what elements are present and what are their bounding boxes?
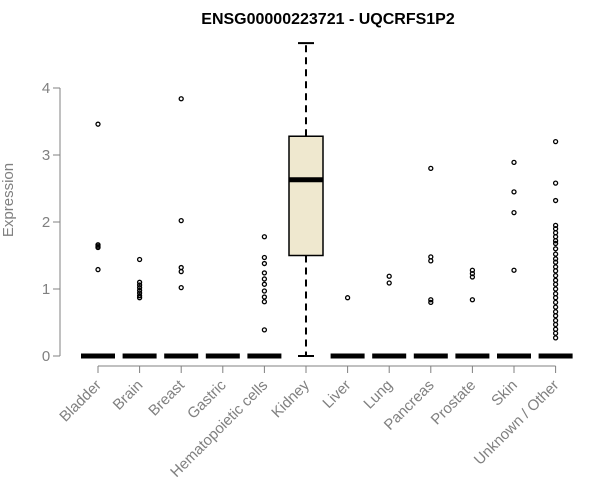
y-tick-label: 4 <box>42 80 50 97</box>
outlier-point <box>261 281 268 287</box>
outlier-point <box>552 222 559 229</box>
outlier-point <box>511 209 517 216</box>
box-bladder <box>81 121 115 359</box>
x-tick-label: Bladder <box>56 377 105 426</box>
outlier-point <box>552 313 559 319</box>
outlier-point <box>178 285 184 291</box>
outlier-point <box>552 281 559 287</box>
box-skin <box>497 159 531 359</box>
outlier-point <box>136 285 143 291</box>
outlier-point <box>511 267 517 273</box>
outlier-point <box>469 274 476 280</box>
y-tick-label: 2 <box>42 214 50 231</box>
y-axis: 0 1 2 3 4 <box>42 80 61 365</box>
outlier-point <box>261 288 268 294</box>
outlier-point <box>552 299 559 306</box>
outlier-point <box>136 279 143 285</box>
outlier-point <box>552 272 559 279</box>
outlier-point <box>344 295 351 301</box>
outlier-point <box>552 138 559 145</box>
x-tick-label: Kidney <box>268 376 313 421</box>
outlier-point <box>552 180 559 186</box>
outlier-point <box>261 327 268 333</box>
outlier-point <box>178 96 184 102</box>
outlier-point <box>552 238 559 244</box>
outlier-point <box>178 218 184 224</box>
outlier-point <box>552 304 559 310</box>
x-tick-label: Liver <box>319 377 354 412</box>
outlier-point <box>552 251 559 257</box>
outlier-point <box>178 268 184 275</box>
boxes-layer <box>81 42 573 359</box>
outlier-point <box>552 240 559 247</box>
outlier-point <box>511 159 517 166</box>
outlier-point <box>261 260 268 267</box>
box-pancreas <box>413 165 448 359</box>
outlier-point <box>428 299 434 306</box>
outlier-point <box>552 330 559 336</box>
y-tick-label: 3 <box>42 147 50 164</box>
outlier-point <box>386 280 392 286</box>
box-unknown-other <box>538 138 573 359</box>
outlier-point <box>428 258 434 264</box>
outlier-point <box>552 197 559 204</box>
outlier-point <box>386 273 392 279</box>
box-liver <box>330 295 365 359</box>
outlier-point <box>552 246 559 252</box>
outlier-point <box>261 299 268 305</box>
box-iqr <box>288 135 324 257</box>
outlier-point <box>261 294 268 300</box>
chart-title: ENSG00000223721 - UQCRFS1P2 <box>201 11 455 28</box>
outlier-point <box>261 254 268 261</box>
outlier-point <box>428 297 434 303</box>
outlier-point <box>552 259 559 265</box>
outlier-point <box>511 189 517 195</box>
outlier-point <box>261 234 268 240</box>
box-kidney <box>288 42 324 357</box>
outlier-point <box>552 335 559 341</box>
outlier-point <box>136 295 143 301</box>
outlier-point <box>136 290 143 296</box>
x-tick-label: Lung <box>360 377 396 413</box>
x-tick-label: Breast <box>145 376 188 419</box>
outlier-point <box>136 256 143 263</box>
y-axis-label: Expression <box>0 163 17 237</box>
box-brain <box>122 256 157 359</box>
outlier-point <box>261 270 268 276</box>
outlier-point <box>95 244 101 251</box>
outlier-point <box>552 295 559 301</box>
outlier-point <box>136 293 143 299</box>
outlier-point <box>552 286 559 292</box>
x-tick-label: Skin <box>488 377 521 410</box>
outlier-point <box>552 321 559 328</box>
box-lung <box>372 273 407 359</box>
outlier-point <box>136 287 143 293</box>
outlier-point <box>552 268 559 274</box>
outlier-point <box>469 297 476 303</box>
outlier-point <box>261 276 268 282</box>
y-tick-label: 0 <box>42 348 50 365</box>
outlier-point <box>95 121 101 127</box>
outlier-point <box>428 165 434 172</box>
box-hematopoietic-cells <box>247 234 282 359</box>
outlier-point <box>95 266 101 273</box>
outlier-point <box>136 282 143 288</box>
x-tick-label: Brain <box>110 377 147 414</box>
box-prostate <box>455 267 490 359</box>
y-tick-label: 1 <box>42 281 50 298</box>
x-tick-label: Prostate <box>428 377 480 429</box>
box-breast <box>164 96 199 359</box>
